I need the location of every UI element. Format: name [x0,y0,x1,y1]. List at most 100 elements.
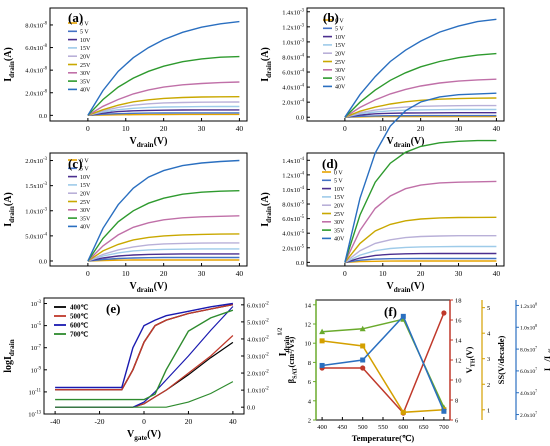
x-tick-label: 20 [160,269,168,278]
y-tick-label: 10-3 [31,300,42,308]
series-line [344,78,497,118]
panel-c: 0 10 20 30 40 0.0 5.0x10-4 1.0x10-3 1.5x10-3 2.0x… [3,152,248,294]
y-tick-label: 8.0x10-8 [25,22,47,30]
x-axis-label: Vgate(V) [127,429,161,442]
data-point [400,313,406,319]
panel-b: 0 10 20 30 40 0.0 2.0x10-4 4.0x10-4 6.0x10-4 8.0x… [260,7,505,149]
x-tick-label: 40 [493,124,501,133]
legend-label: 15V [80,183,91,189]
y-tick-label: 1.0x108 [520,323,537,331]
y-tick-label: 8 [455,398,458,405]
x-axis-label: Vdrain(V) [130,281,168,294]
y2-tick-label: 2.0x10-2 [247,370,269,378]
series-line [87,112,240,116]
series-line [344,114,497,118]
y-tick-label: 10 [455,378,462,385]
y-tick-label: 1.2x108 [520,301,537,309]
legend-label: 40V [335,85,346,91]
y-tick-label: 1.2x10-3 [282,23,304,31]
x-tick-label: 20 [417,269,425,278]
x-tick-label: 30 [198,269,206,278]
series-line [344,97,497,118]
y-tick-label: 6.0x10-5 [282,215,304,223]
data-point [360,343,366,349]
legend-label: 10V [335,35,346,41]
legend-label: 10V [334,187,345,193]
y-tick-label: 4.0x107 [520,389,537,397]
legend-label: 35V [335,76,346,82]
legend-label: 40V [334,237,345,243]
y2-tick-label: 1.0x10-2 [247,387,269,395]
legend-label: 700℃ [70,331,89,339]
legend-label: 35V [80,216,91,222]
y-axis-label-onoff: Ion/Ioff [542,348,550,371]
y-tick-label: 4.0x10-5 [282,230,304,238]
y-tick-label: 1.5x10-3 [25,182,47,190]
legend-label: 20V [335,52,346,58]
y-tick-label: 8.0x10-5 [282,201,304,209]
legend-label: 400℃ [70,304,89,312]
y-tick-label: 5.0x10-4 [25,232,47,240]
panel-label: (d) [322,156,338,171]
series-line [87,159,240,262]
legend-label: 30V [335,68,346,74]
legend-label: 0 V [334,170,343,176]
y-tick-label: 6.0x10-4 [282,69,304,77]
y2-axis-label: Idrain1/2 [277,328,292,357]
x-tick-label: 500 [358,424,368,431]
y-axis-label: Idrain(A) [260,192,273,227]
y-tick-label: 10-13 [28,411,41,419]
y-tick-label: 14 [305,302,312,309]
series-line [321,315,445,412]
x-tick-label: 20 [185,417,193,426]
legend-label: 10V [80,175,91,181]
legend-label: 5 V [80,167,89,173]
series-line [87,233,240,262]
legend-label: 40V [80,225,91,231]
y-tick-label: 2 [487,382,490,389]
y2-tick-label: 4.0x10-2 [247,336,269,344]
y-tick-label: 1.0x10-3 [282,38,304,46]
legend-label: 0 V [80,21,89,27]
y-tick-label: 1.0x10-4 [282,186,304,194]
series-line [344,112,497,118]
y-tick-label: 0.0 [39,113,47,120]
series-line [87,96,240,116]
y2-tick-label: 5.0x10-2 [247,318,269,326]
data-point [400,409,406,415]
y-tick-label: 12 [305,322,312,329]
x-tick-label: -20 [95,417,105,426]
data-point [441,310,447,316]
y-tick-label: 0.0 [39,258,47,265]
y-axis-label: Idrain(A) [260,47,273,82]
log-series-line [55,309,234,401]
x-axis-label: Vdrain(V) [387,136,425,149]
panel-f: 400 450 500 550 600 650 7002468101214681012141… [286,298,550,444]
series-line [87,20,240,116]
y-tick-label: 4 [308,398,312,405]
x-tick-label: 700 [439,424,449,431]
sqrt-series-line [55,381,234,408]
y-axis-label: logIdrain [3,339,16,372]
series-line [344,260,497,264]
x-tick-label: 30 [455,269,463,278]
panel-label: (c) [68,156,82,171]
legend-label: 25V [80,200,91,206]
legend-label: 15V [80,46,91,52]
series-line [87,109,240,116]
x-tick-label: 650 [419,424,429,431]
y-tick-label: 10-9 [31,366,42,374]
series-line [322,340,444,414]
legend-label: 600℃ [70,322,89,330]
series-line [344,52,497,118]
legend-label: 35V [334,228,345,234]
y-tick-label: 6.0x10-8 [25,44,47,52]
series-line [87,256,240,262]
x-tick-label: 20 [417,124,425,133]
log-series-line [55,303,234,391]
panel-e: -40 -20 0 20 40 10-13 10-11 10-9 10-7 10-5 10-3 0.0… [3,297,292,442]
legend-label: 5 V [335,27,344,33]
y-tick-label: 1.4x10-3 [282,8,304,16]
x-tick-label: 40 [236,124,244,133]
